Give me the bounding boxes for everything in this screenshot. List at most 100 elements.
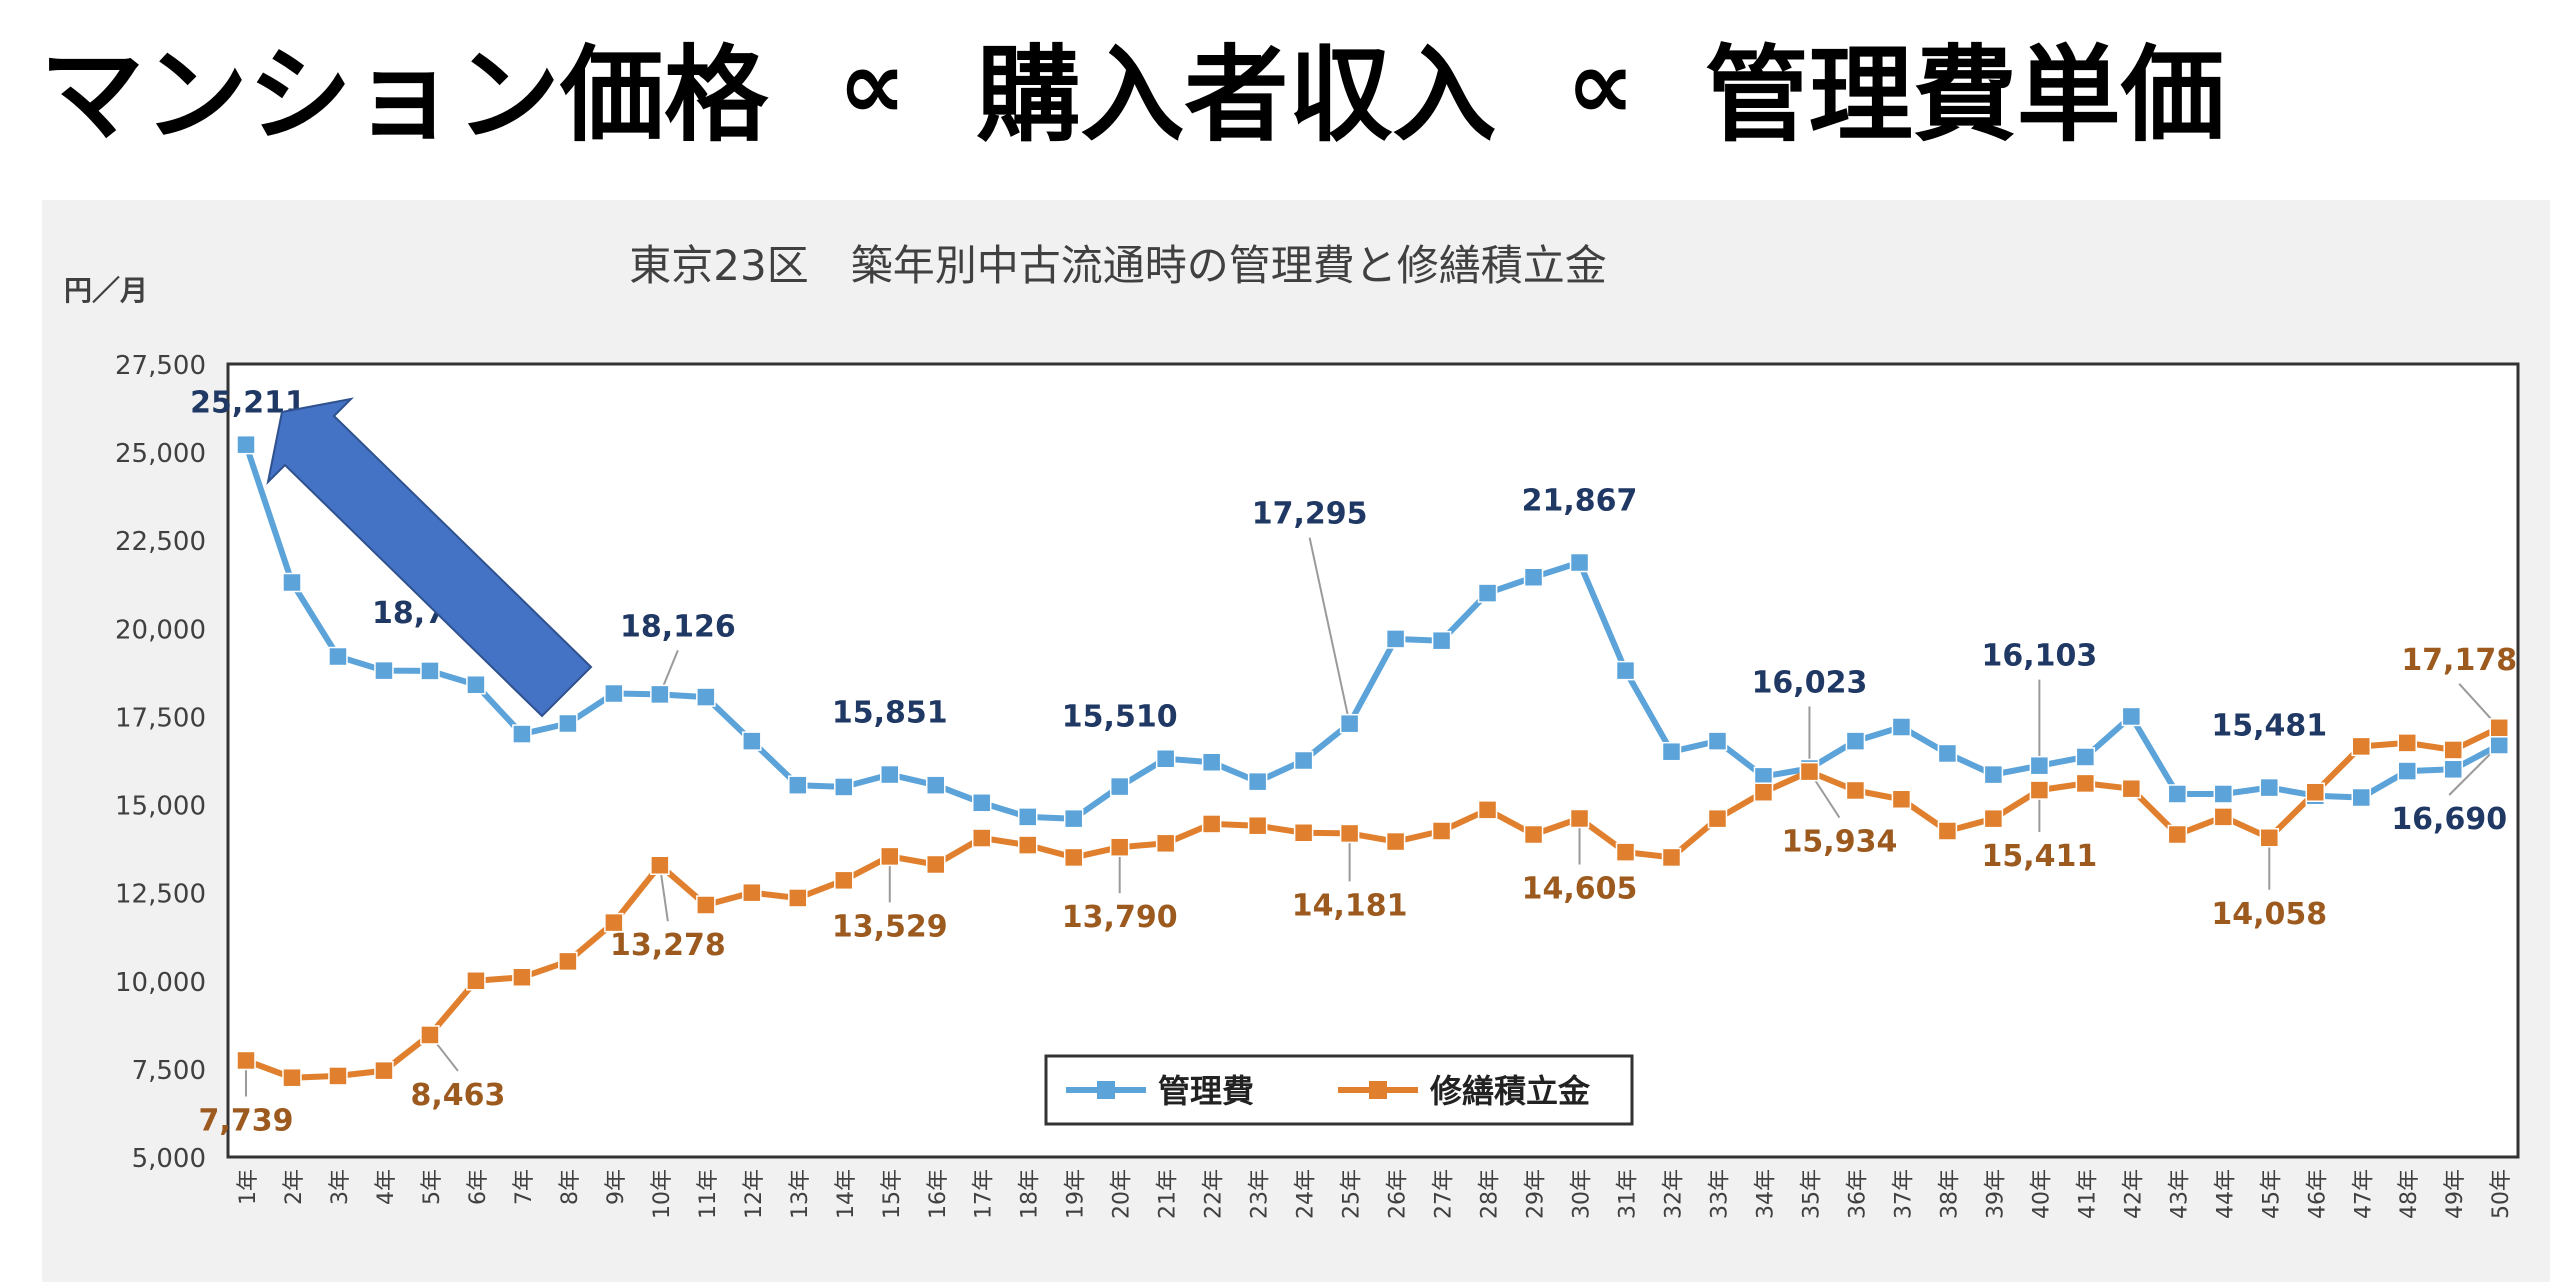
repair-reserve-marker — [236, 1050, 256, 1071]
x-tick-label: 50年 — [2489, 1169, 2514, 1219]
repair-reserve-marker — [282, 1067, 302, 1088]
management-fee-marker — [420, 661, 440, 681]
repair-reserve-marker — [2305, 782, 2326, 802]
management-fee-marker — [742, 731, 762, 751]
repair-reserve-marker — [1937, 821, 1958, 841]
x-tick-label: 13年 — [788, 1169, 813, 1219]
x-tick-label: 44年 — [2213, 1169, 2238, 1219]
x-tick-label: 27年 — [1432, 1169, 1457, 1219]
repair-reserve-marker — [604, 912, 624, 933]
legend-swatch-marker — [1369, 1081, 1387, 1099]
repair-reserve-marker — [880, 846, 900, 867]
headline-part-2: 購入者収入 — [976, 33, 1497, 156]
chart-svg: 東京23区 築年別中古流通時の管理費と修繕積立金 円／月 5,000 7,500 1… — [64, 241, 2520, 1219]
x-tick-label: 32年 — [1662, 1169, 1687, 1219]
x-tick-label: 7年 — [512, 1169, 537, 1205]
data-label: 17,295 — [1252, 497, 1368, 532]
repair-reserve-marker — [1523, 824, 1544, 845]
management-fee-marker — [1523, 567, 1544, 587]
management-fee-marker — [1247, 771, 1268, 792]
label-leader-line — [1308, 537, 1351, 724]
management-fee-marker — [2029, 755, 2050, 776]
repair-reserve-marker — [2167, 824, 2188, 845]
repair-reserve-marker — [971, 828, 992, 848]
x-tick-label: 21年 — [1156, 1169, 1181, 1219]
x-tick-label: 46年 — [2305, 1169, 2330, 1219]
chart-title: 東京23区 築年別中古流通時の管理費と修繕積立金 — [629, 241, 1606, 290]
y-tick-label: 17,500 — [115, 703, 206, 733]
repair-reserve-marker — [1201, 814, 1222, 834]
repair-reserve-marker — [2259, 828, 2280, 848]
x-tick-label: 15年 — [880, 1169, 905, 1219]
arrow-annotation — [266, 397, 593, 718]
management-fee-marker — [1707, 731, 1728, 751]
repair-reserve-marker — [788, 888, 808, 908]
management-fee-marker — [2075, 747, 2096, 767]
management-fee-marker — [1201, 752, 1222, 773]
management-fee-marker — [1385, 629, 1406, 649]
management-fee-marker — [282, 572, 302, 593]
y-tick-label: 7,500 — [132, 1056, 206, 1086]
management-fee-marker — [1339, 713, 1360, 734]
x-tick-label: 26年 — [1386, 1169, 1411, 1219]
management-fee-marker — [2167, 784, 2188, 804]
proportional-symbol-2: ∝ — [1566, 29, 1635, 141]
x-tick-label: 10年 — [650, 1169, 675, 1219]
proportional-symbol-1: ∝ — [838, 29, 907, 141]
x-tick-label: 2年 — [282, 1169, 307, 1205]
management-fee-marker — [1891, 717, 1912, 737]
management-fee-marker — [2213, 784, 2234, 804]
repair-reserve-marker — [1293, 823, 1314, 843]
x-tick-label: 39年 — [1983, 1169, 2008, 1219]
repair-reserve-marker — [558, 951, 578, 972]
x-tick-label: 41年 — [2075, 1169, 2100, 1219]
y-axis-unit: 円／月 — [64, 274, 148, 307]
repair-reserve-marker — [2213, 807, 2234, 827]
repair-reserve-marker — [2489, 718, 2509, 738]
data-label: 16,023 — [1752, 666, 1868, 701]
repair-reserve-marker — [2029, 780, 2050, 800]
repair-reserve-marker — [2397, 733, 2417, 753]
data-label: 14,058 — [2211, 897, 2327, 932]
management-fee-marker — [2259, 777, 2280, 798]
repair-reserve-marker — [328, 1066, 348, 1086]
x-tick-label: 1年 — [236, 1169, 261, 1205]
management-fee-marker — [1615, 660, 1636, 681]
data-label: 13,790 — [1062, 900, 1178, 935]
repair-reserve-marker — [1845, 780, 1866, 801]
repair-reserve-marker — [374, 1060, 394, 1081]
x-tick-label: 9年 — [604, 1169, 629, 1205]
legend-label: 修繕積立金 — [1429, 1072, 1591, 1110]
x-tick-label: 43年 — [2167, 1169, 2192, 1219]
repair-reserve-marker — [1063, 847, 1084, 868]
x-tick-label: 18年 — [1018, 1169, 1043, 1219]
x-tick-label: 23年 — [1248, 1169, 1273, 1219]
repair-reserve-marker — [2121, 778, 2142, 799]
repair-reserve-marker — [926, 854, 946, 875]
management-fee-marker — [512, 724, 532, 744]
data-label: 16,690 — [2391, 802, 2507, 837]
x-tick-label: 3年 — [328, 1169, 353, 1205]
management-fee-marker — [696, 687, 716, 707]
x-tick-label: 38年 — [1937, 1169, 1962, 1219]
x-tick-label: 25年 — [1340, 1169, 1365, 1219]
repair-reserve-marker — [1385, 831, 1406, 852]
x-tick-label: 17年 — [972, 1169, 997, 1219]
repair-reserve-marker — [512, 967, 532, 988]
x-tick-label: 5年 — [420, 1169, 445, 1205]
repair-reserve-marker — [696, 895, 716, 915]
management-fee-marker — [1155, 748, 1176, 769]
management-fee-marker — [1017, 807, 1038, 827]
headline-part-3: 管理費単価 — [1704, 33, 2225, 156]
x-tick-label: 35年 — [1799, 1169, 1824, 1219]
management-fee-marker — [880, 764, 900, 785]
repair-reserve-marker — [1753, 782, 1774, 802]
y-tick-label: 15,000 — [115, 792, 206, 822]
repair-reserve-marker — [742, 882, 762, 903]
x-tick-label: 45年 — [2259, 1169, 2284, 1219]
headline-part-1: マンション価格 — [40, 33, 769, 156]
management-fee-marker — [374, 660, 394, 681]
data-label: 15,851 — [832, 696, 948, 731]
y-tick-label: 27,500 — [115, 351, 206, 381]
repair-reserve-marker — [2351, 736, 2372, 757]
